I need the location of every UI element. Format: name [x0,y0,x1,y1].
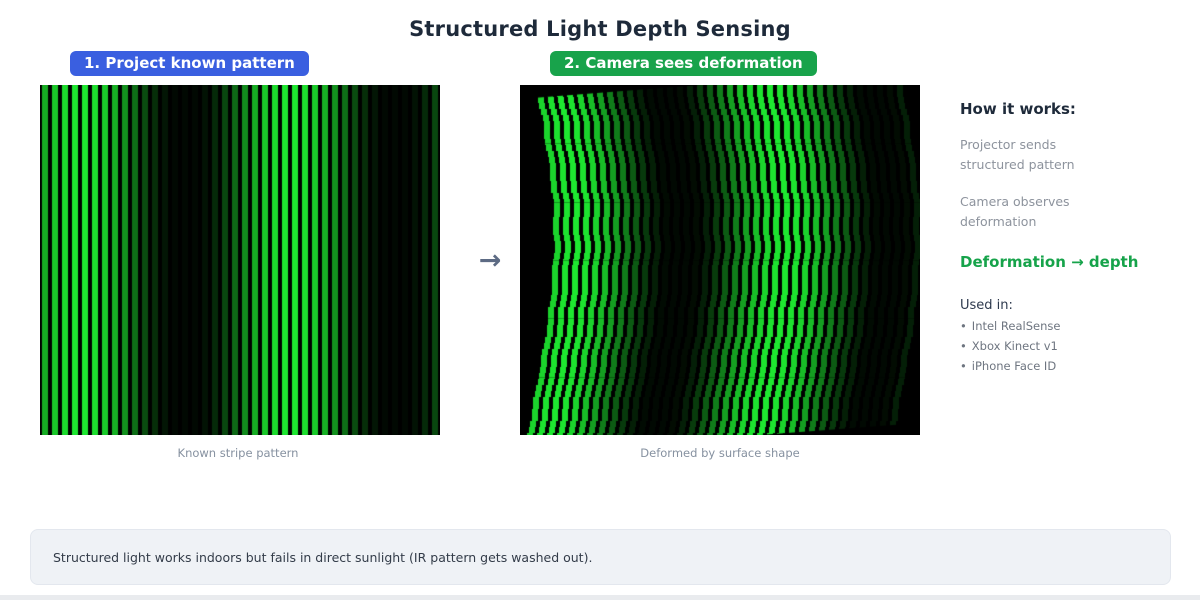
footnote-box: Structured light works indoors but fails… [30,529,1171,585]
used-in-item: • Xbox Kinect v1 [960,339,1110,353]
footnote-text: Structured light works indoors but fails… [53,549,593,565]
page-title: Structured Light Depth Sensing [409,17,791,41]
sidebar-point-line: Projector sends [960,137,1057,152]
used-in-item: • iPhone Face ID [960,359,1110,373]
sidebar-point-camera: Camera observes deformation [960,192,1110,232]
sidebar-point-line: deformation [960,214,1037,229]
used-in-label: Xbox Kinect v1 [971,339,1058,353]
projected-stripe-pattern-image [40,85,440,435]
right-arrow-icon: → [478,245,502,276]
step1-badge: 1. Project known pattern [70,51,309,76]
used-in-label: iPhone Face ID [971,359,1057,373]
bottom-edge-divider [0,595,1200,600]
sidebar-heading: How it works: [960,100,1076,118]
used-in-item: • Intel RealSense [960,319,1110,333]
deformation-depth-highlight: Deformation → depth [960,253,1139,271]
step2-badge: 2. Camera sees deformation [550,51,817,76]
bullet-icon: • [960,339,967,353]
sidebar-point-line: structured pattern [960,157,1075,172]
used-in-heading: Used in: [960,298,1013,313]
used-in-label: Intel RealSense [971,319,1061,333]
left-panel-caption: Known stripe pattern [177,446,299,460]
bullet-icon: • [960,359,967,373]
how-it-works-sidebar: How it works: Projector sends structured… [960,100,1139,373]
sidebar-point-projector: Projector sends structured pattern [960,135,1110,175]
sidebar-point-line: Camera observes [960,194,1070,209]
deformed-stripe-pattern-image [520,85,920,435]
bullet-icon: • [960,319,967,333]
right-panel-caption: Deformed by surface shape [640,446,800,460]
